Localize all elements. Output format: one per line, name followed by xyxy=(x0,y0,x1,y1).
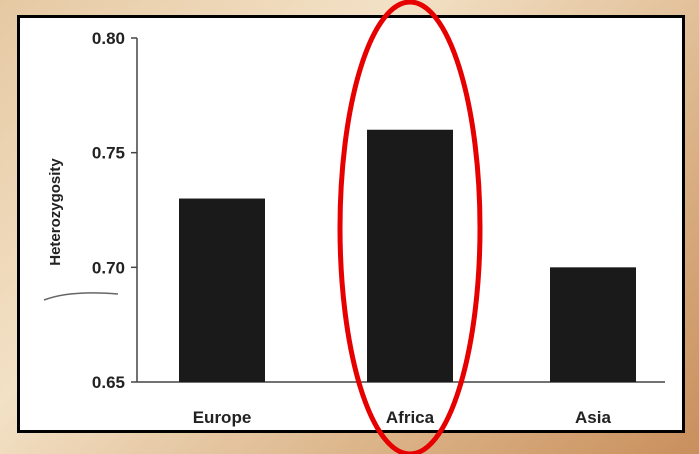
y-tick-label: 0.75 xyxy=(92,144,125,163)
bar-asia xyxy=(550,267,636,382)
highlight-ellipse xyxy=(337,0,483,454)
x-category-label: Europe xyxy=(193,408,252,427)
bar-europe xyxy=(179,198,265,382)
x-category-label: Africa xyxy=(386,408,435,427)
y-axis-brace xyxy=(43,292,119,301)
x-category-label: Asia xyxy=(575,408,611,427)
x-categories: Europe Africa Asia xyxy=(193,408,612,427)
y-axis-title: Heterozygosity xyxy=(47,158,64,266)
bar-africa xyxy=(367,129,453,382)
y-tick-label: 0.65 xyxy=(92,373,125,392)
bars xyxy=(179,129,636,382)
y-ticks: 0.80 0.75 0.70 0.65 xyxy=(92,29,137,392)
chart-card: 0.80 0.75 0.70 0.65 Europe Africa Asia Hetero… xyxy=(17,0,685,454)
y-tick-label: 0.80 xyxy=(92,29,125,48)
y-tick-label: 0.70 xyxy=(92,258,125,277)
